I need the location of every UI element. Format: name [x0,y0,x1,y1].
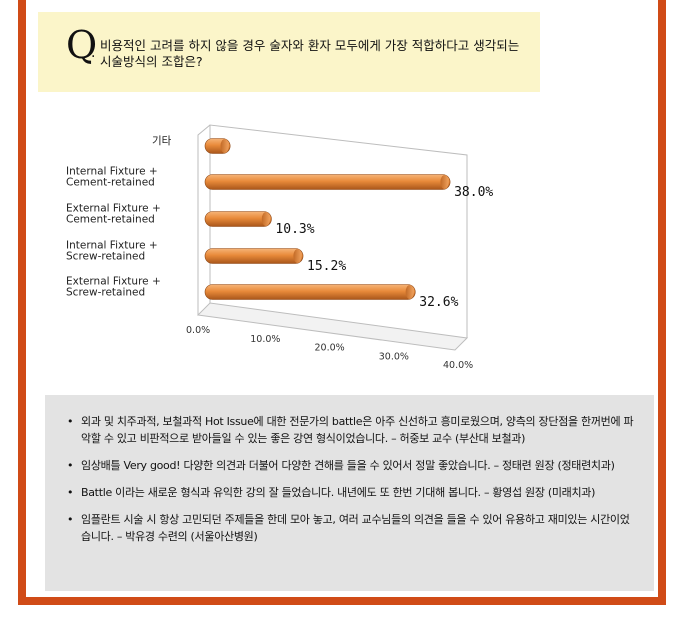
comment-list: 외과 및 치주과적, 보철과적 Hot Issue에 대한 전문가의 battl… [45,395,654,545]
x-tick-label: 20.0% [315,343,345,354]
bar-body [204,248,304,264]
data-label: 15.2% [307,259,346,274]
question-dot: . [91,45,96,61]
category-label: External Fixture + [66,203,161,215]
data-label: 38.0% [454,185,493,200]
bar [204,284,416,300]
data-label: 32.6% [419,295,458,310]
bar-cap [405,285,414,299]
bar [204,211,272,227]
category-label: Internal Fixture + [66,240,158,252]
x-tick-label: 0.0% [186,325,210,336]
bar-body [204,211,272,227]
bar-cap [261,212,271,226]
bar-cap [440,175,449,189]
comment-item: Battle 이라는 새로운 형식과 유익한 강의 잘 들었습니다. 내년에도 … [67,484,636,501]
bar [204,174,451,190]
bar [204,138,231,154]
category-label: Cement-retained [66,214,155,226]
comment-item: 외과 및 치주과적, 보철과적 Hot Issue에 대한 전문가의 battl… [67,413,636,447]
category-label: Screw-retained [66,287,145,299]
x-tick-label: 30.0% [379,351,409,362]
chart-side-wall [197,124,211,315]
comment-item: 임플란트 시술 시 항상 고민되던 주제들을 한데 모아 놓고, 여러 교수님들… [67,511,636,545]
bar-body [204,174,451,190]
category-label: Internal Fixture + [66,166,158,178]
bar-body [204,284,416,300]
comment-item: 임상배틀 Very good! 다양한 의견과 더불어 다양한 견해를 들을 수… [67,457,636,474]
category-label: Screw-retained [66,251,145,263]
question-letter: Q [66,23,98,67]
category-label: 기타 [152,135,172,147]
data-label: 10.3% [275,222,314,237]
bar-cap [293,249,302,263]
question-text: 비용적인 고려를 하지 않을 경우 술자와 환자 모두에게 가장 적합하다고 생… [100,38,520,69]
question-box: Q . 비용적인 고려를 하지 않을 경우 술자와 환자 모두에게 가장 적합하… [38,12,540,92]
bar-cap [220,139,229,153]
x-tick-label: 40.0% [443,360,473,371]
x-tick-label: 10.0% [250,334,280,345]
comment-box: 외과 및 치주과적, 보철과적 Hot Issue에 대한 전문가의 battl… [45,395,654,591]
bar [204,248,304,264]
category-label: Cement-retained [66,177,155,189]
category-label: External Fixture + [66,276,161,288]
